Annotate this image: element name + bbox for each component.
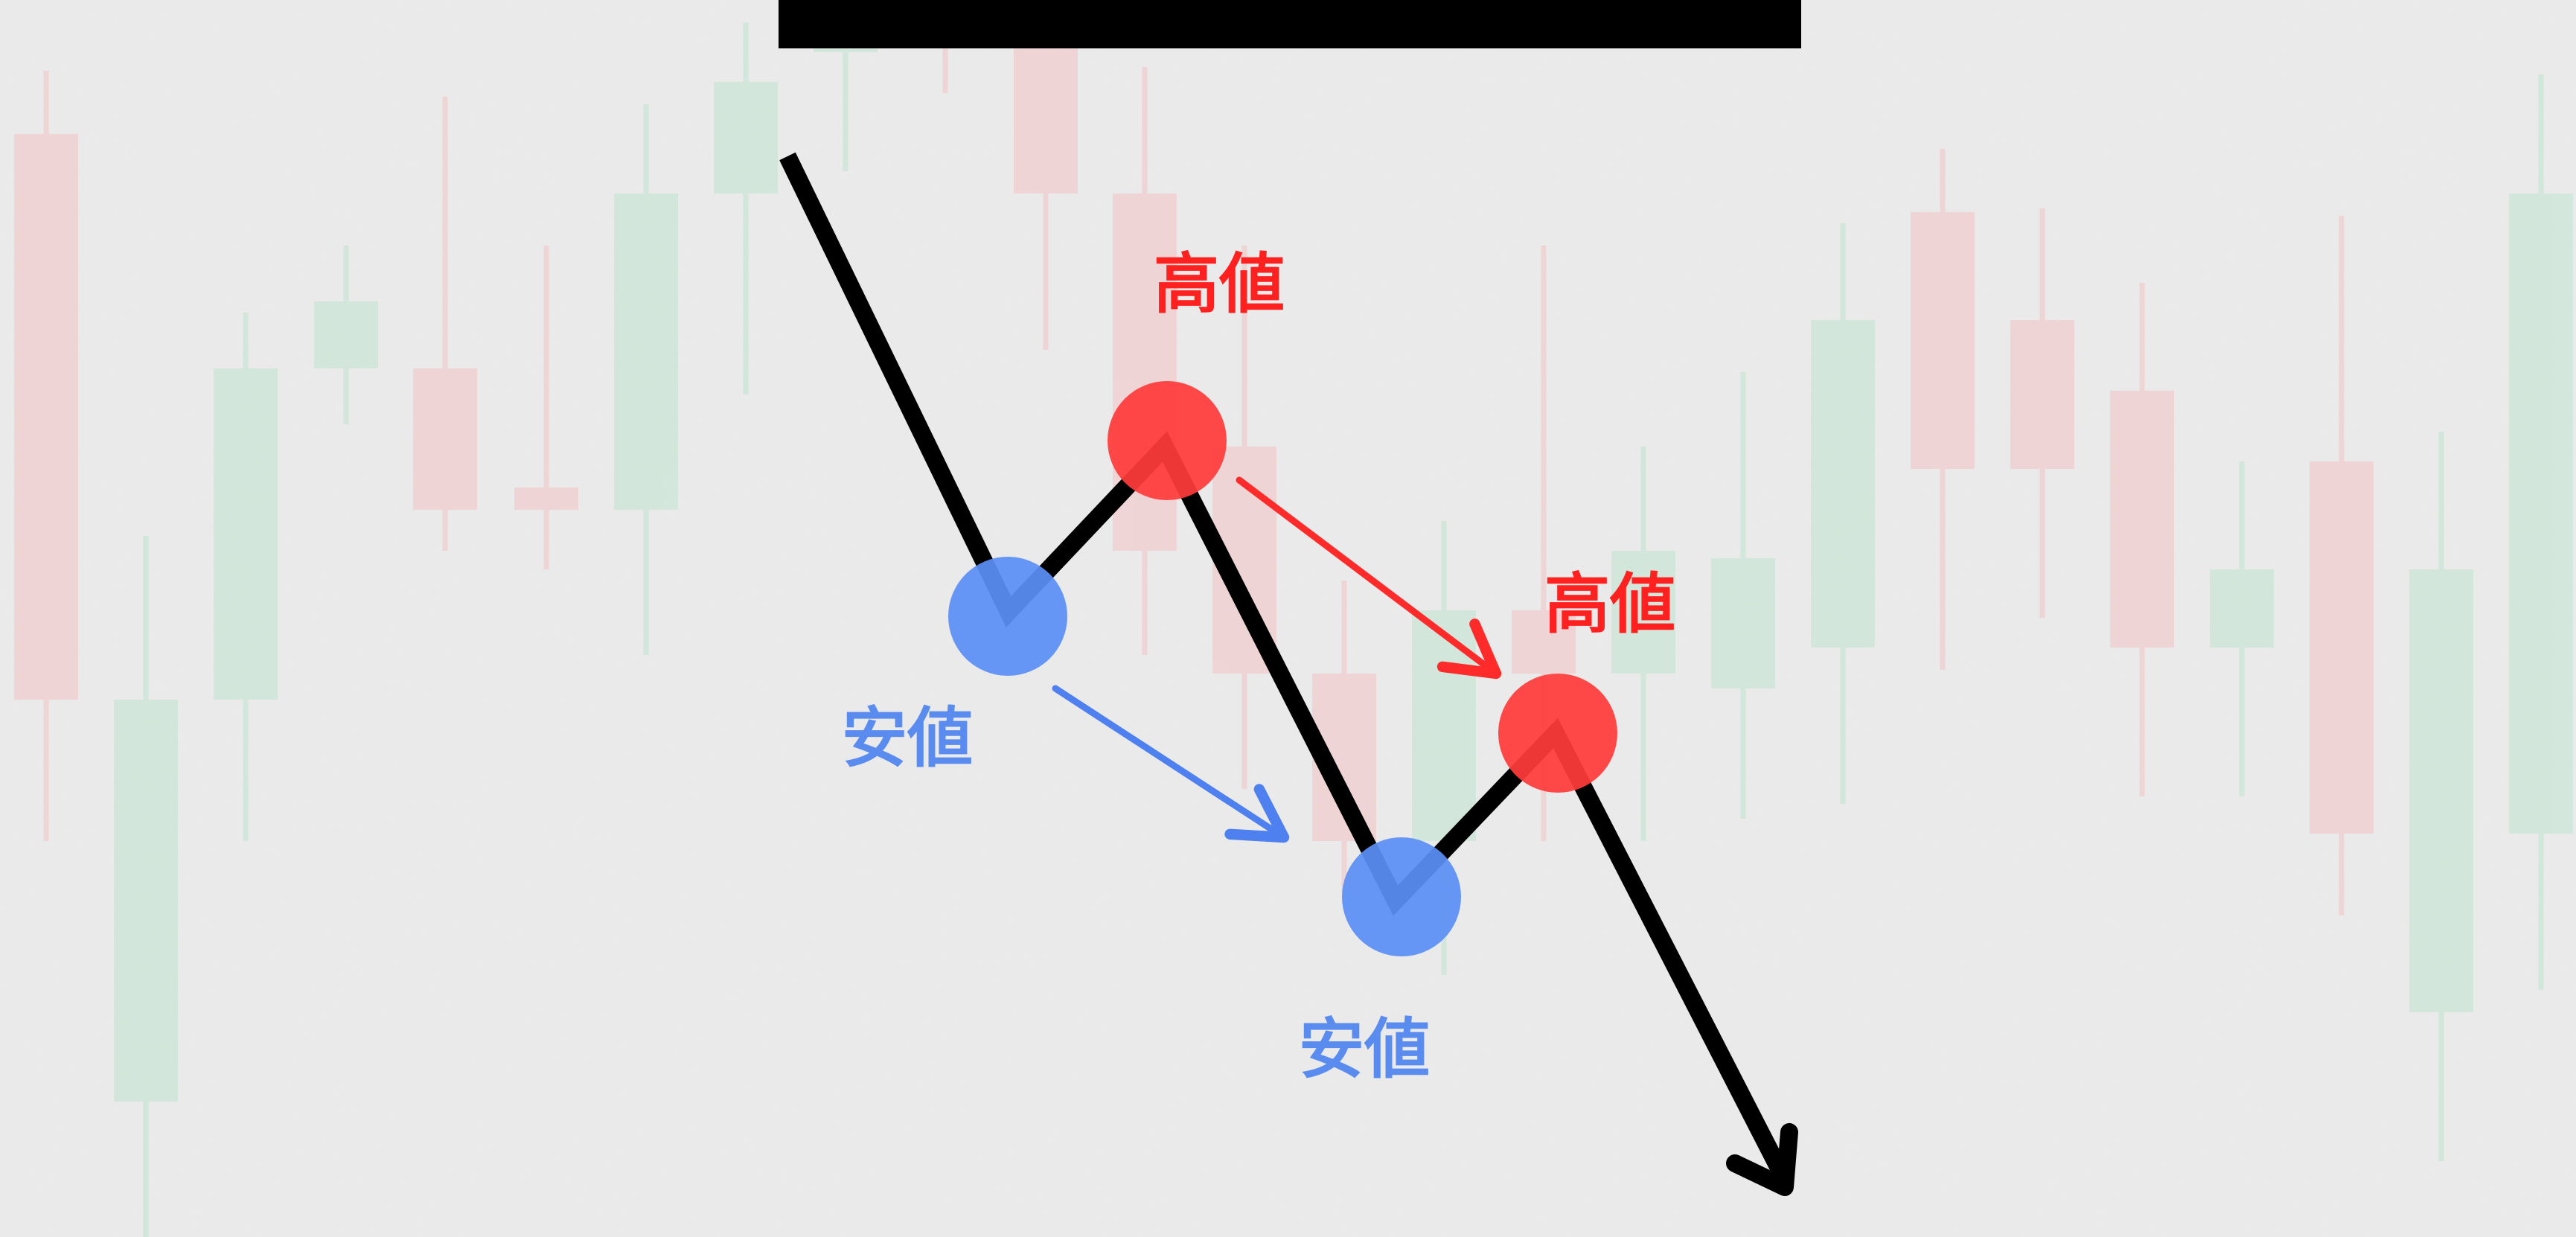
high-marker-2 [1498,674,1617,793]
low-label-2: 安値 [1299,1011,1430,1087]
high-marker-1 [1108,381,1227,500]
low-marker-2 [1342,837,1461,956]
background-candle-body [714,82,778,194]
lower-low-arrow [1052,685,1290,843]
background-candle-body [1911,212,1975,469]
background-candle-body [2210,569,2274,648]
low-label-1: 安値 [842,700,973,776]
trend-line [779,152,1793,1184]
lower-high-arrow [1236,476,1502,680]
background-candle-body [214,368,278,700]
background-candle-body [114,700,178,1102]
background-candle-body [1611,551,1675,674]
background-candlesticks [14,0,2573,1237]
background-candle-body [1412,610,1476,841]
high-label-2: 高値 [1544,566,1675,642]
background-candle-body [2310,461,2374,834]
background-candle-body [14,134,78,700]
low-marker-1 [948,557,1067,676]
high-label-1: 高値 [1154,246,1285,322]
title-bar [779,0,1801,48]
background-candle-body [1512,610,1576,674]
background-candle-body [2409,569,2473,1012]
background-candle-body [413,368,477,510]
background-candle-body [1711,558,1775,688]
background-candle-body [2509,194,2573,834]
arrow-down-right-icon [1726,1123,1798,1196]
background-candle-body [614,194,678,510]
background-candle-body [2010,320,2074,469]
background-candle-body [2110,391,2174,648]
background-candle-body [314,301,378,368]
background-candle-body [514,488,578,510]
background-candle-body [1811,320,1875,648]
